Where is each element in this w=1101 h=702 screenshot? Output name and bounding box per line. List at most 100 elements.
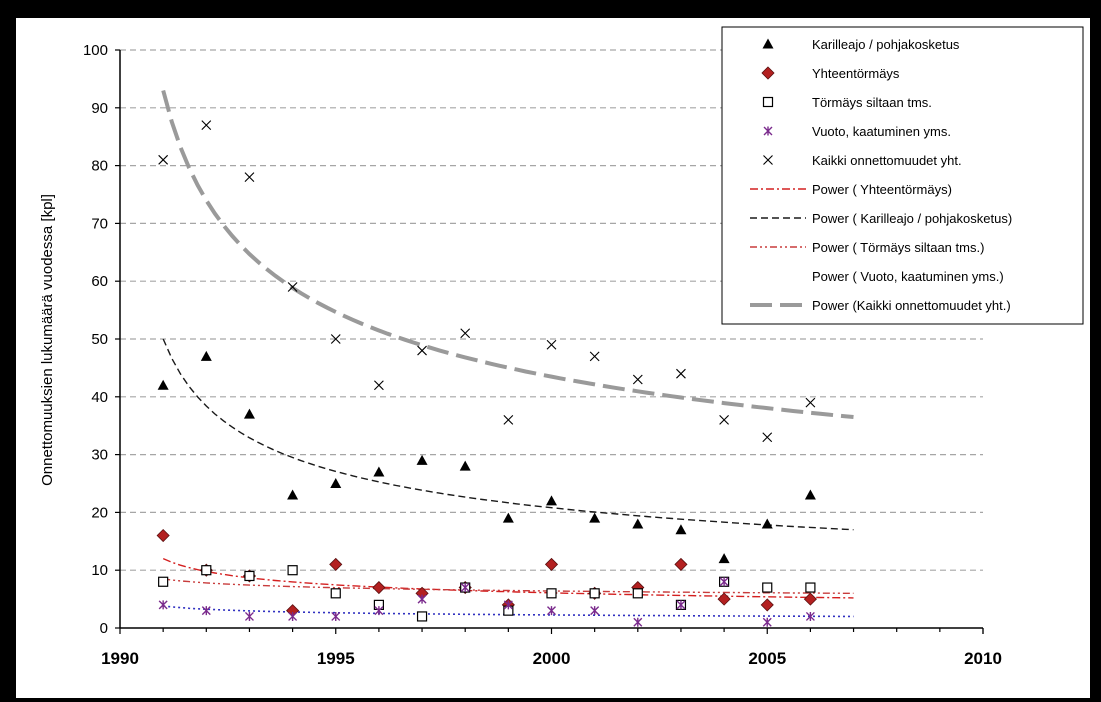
legend-label-3: Vuoto, kaatuminen yms. [812,124,951,139]
point-2-1992 [201,565,212,576]
point-3-2006 [805,611,815,621]
point-4-2004 [719,415,729,425]
point-3-2002 [633,617,643,627]
y-tick-label-50: 50 [91,331,108,348]
point-3-1998 [460,583,470,593]
point-0-2000 [546,495,557,506]
x-tick-labels: 1990 1995 2000 2005 2010 [101,649,1002,668]
trendline-2 [163,578,854,594]
x-tick-label-1995: 1995 [317,649,355,668]
point-1-1996 [372,580,386,595]
legend-label-4: Kaikki onnettomuudet yht. [812,153,962,168]
point-4-1994 [287,282,298,292]
point-4-1997 [417,345,427,356]
point-1-2003 [674,557,688,571]
point-0-1996 [373,466,385,477]
point-0-1999 [502,512,514,523]
point-3-2005 [762,617,772,627]
point-3-1993 [244,611,254,621]
legend-trend-label-3: Power ( Vuoto, kaatuminen yms.) [812,269,1004,284]
legend: Karilleajo / pohjakosketus Yhteentörmäys T… [721,26,1084,325]
point-0-2002 [632,518,644,529]
point-3-1996 [374,606,384,616]
y-tick-label-60: 60 [91,273,108,290]
point-0-2005 [761,518,773,529]
point-4-1995 [330,334,341,344]
frame-bottom [0,698,1101,702]
frame-right [1090,0,1101,702]
y-tick-label-80: 80 [91,158,108,175]
frame-top [0,0,1101,18]
point-2-1997 [416,611,428,622]
y-axis-title: Onnettomuuksien lukumäärä vuodessa [kpl] [39,194,56,486]
legend-marker-4 [763,155,773,165]
point-0-2006 [804,489,816,500]
legend-label-0: Karilleajo / pohjakosketus [812,37,960,52]
point-4-1998 [460,328,471,339]
point-4-2000 [546,339,557,350]
point-4-1991 [158,154,169,165]
legend-box [721,26,1084,325]
point-2-2006 [805,582,816,593]
point-2-2000 [546,588,557,599]
point-2-2001 [589,588,600,599]
x-tick-label-2010: 2010 [964,649,1002,668]
point-0-2004 [718,553,730,564]
point-3-2001 [590,606,600,616]
legend-label-1: Yhteentörmäys [812,66,900,81]
point-2-1994 [287,565,298,576]
trendline-1 [162,338,854,531]
point-2-2002 [632,588,643,599]
point-0-1998 [459,460,471,471]
point-0-1995 [330,478,342,488]
legend-trend-label-0: Power ( Yhteentörmäys) [812,182,952,197]
point-2-2005 [762,582,773,593]
frame-left [0,0,16,702]
x-tick-label-1990: 1990 [101,649,139,668]
point-3-1991 [158,600,168,610]
legend-marker-1 [761,66,775,80]
point-3-2004 [719,577,729,587]
trendline-0 [162,557,854,599]
point-0-1991 [157,379,169,390]
point-0-1993 [243,408,255,419]
legend-marker-2 [762,96,774,108]
point-2-1991 [158,576,169,587]
point-0-1994 [287,489,299,500]
point-4-1993 [244,172,255,183]
x-tick-label-2005: 2005 [748,649,786,668]
point-3-1999 [503,600,513,610]
point-3-1992 [201,606,211,616]
y-tick-label-90: 90 [91,100,108,117]
point-3-2003 [676,600,686,610]
point-3-1997 [417,594,427,604]
y-tick-label-10: 10 [91,562,108,579]
point-0-2003 [675,524,687,535]
legend-marker-0 [762,38,774,49]
point-0-1997 [416,454,428,465]
trendline-4 [161,89,854,419]
point-2-1995 [330,588,341,599]
point-1-2005 [760,598,774,612]
point-1-2000 [544,557,559,571]
point-0-1992 [200,350,212,361]
grid-lines [120,49,983,571]
point-4-2003 [676,368,686,379]
x-tick-label-2000: 2000 [533,649,571,668]
point-0-2001 [589,512,601,523]
point-4-2006 [805,397,816,408]
y-tick-label-30: 30 [91,447,108,464]
point-4-1996 [374,380,384,391]
point-3-1994 [288,611,298,621]
point-4-2001 [589,351,600,362]
y-tick-label-100: 100 [83,42,108,59]
legend-label-2: Törmäys siltaan tms. [812,95,932,110]
legend-marker-3 [763,126,773,136]
data-points [156,120,817,627]
y-tick-label-70: 70 [91,215,108,232]
point-4-1992 [201,120,212,131]
y-tick-label-20: 20 [91,504,108,521]
point-4-1999 [503,415,514,425]
y-tick-label-40: 40 [91,389,108,406]
